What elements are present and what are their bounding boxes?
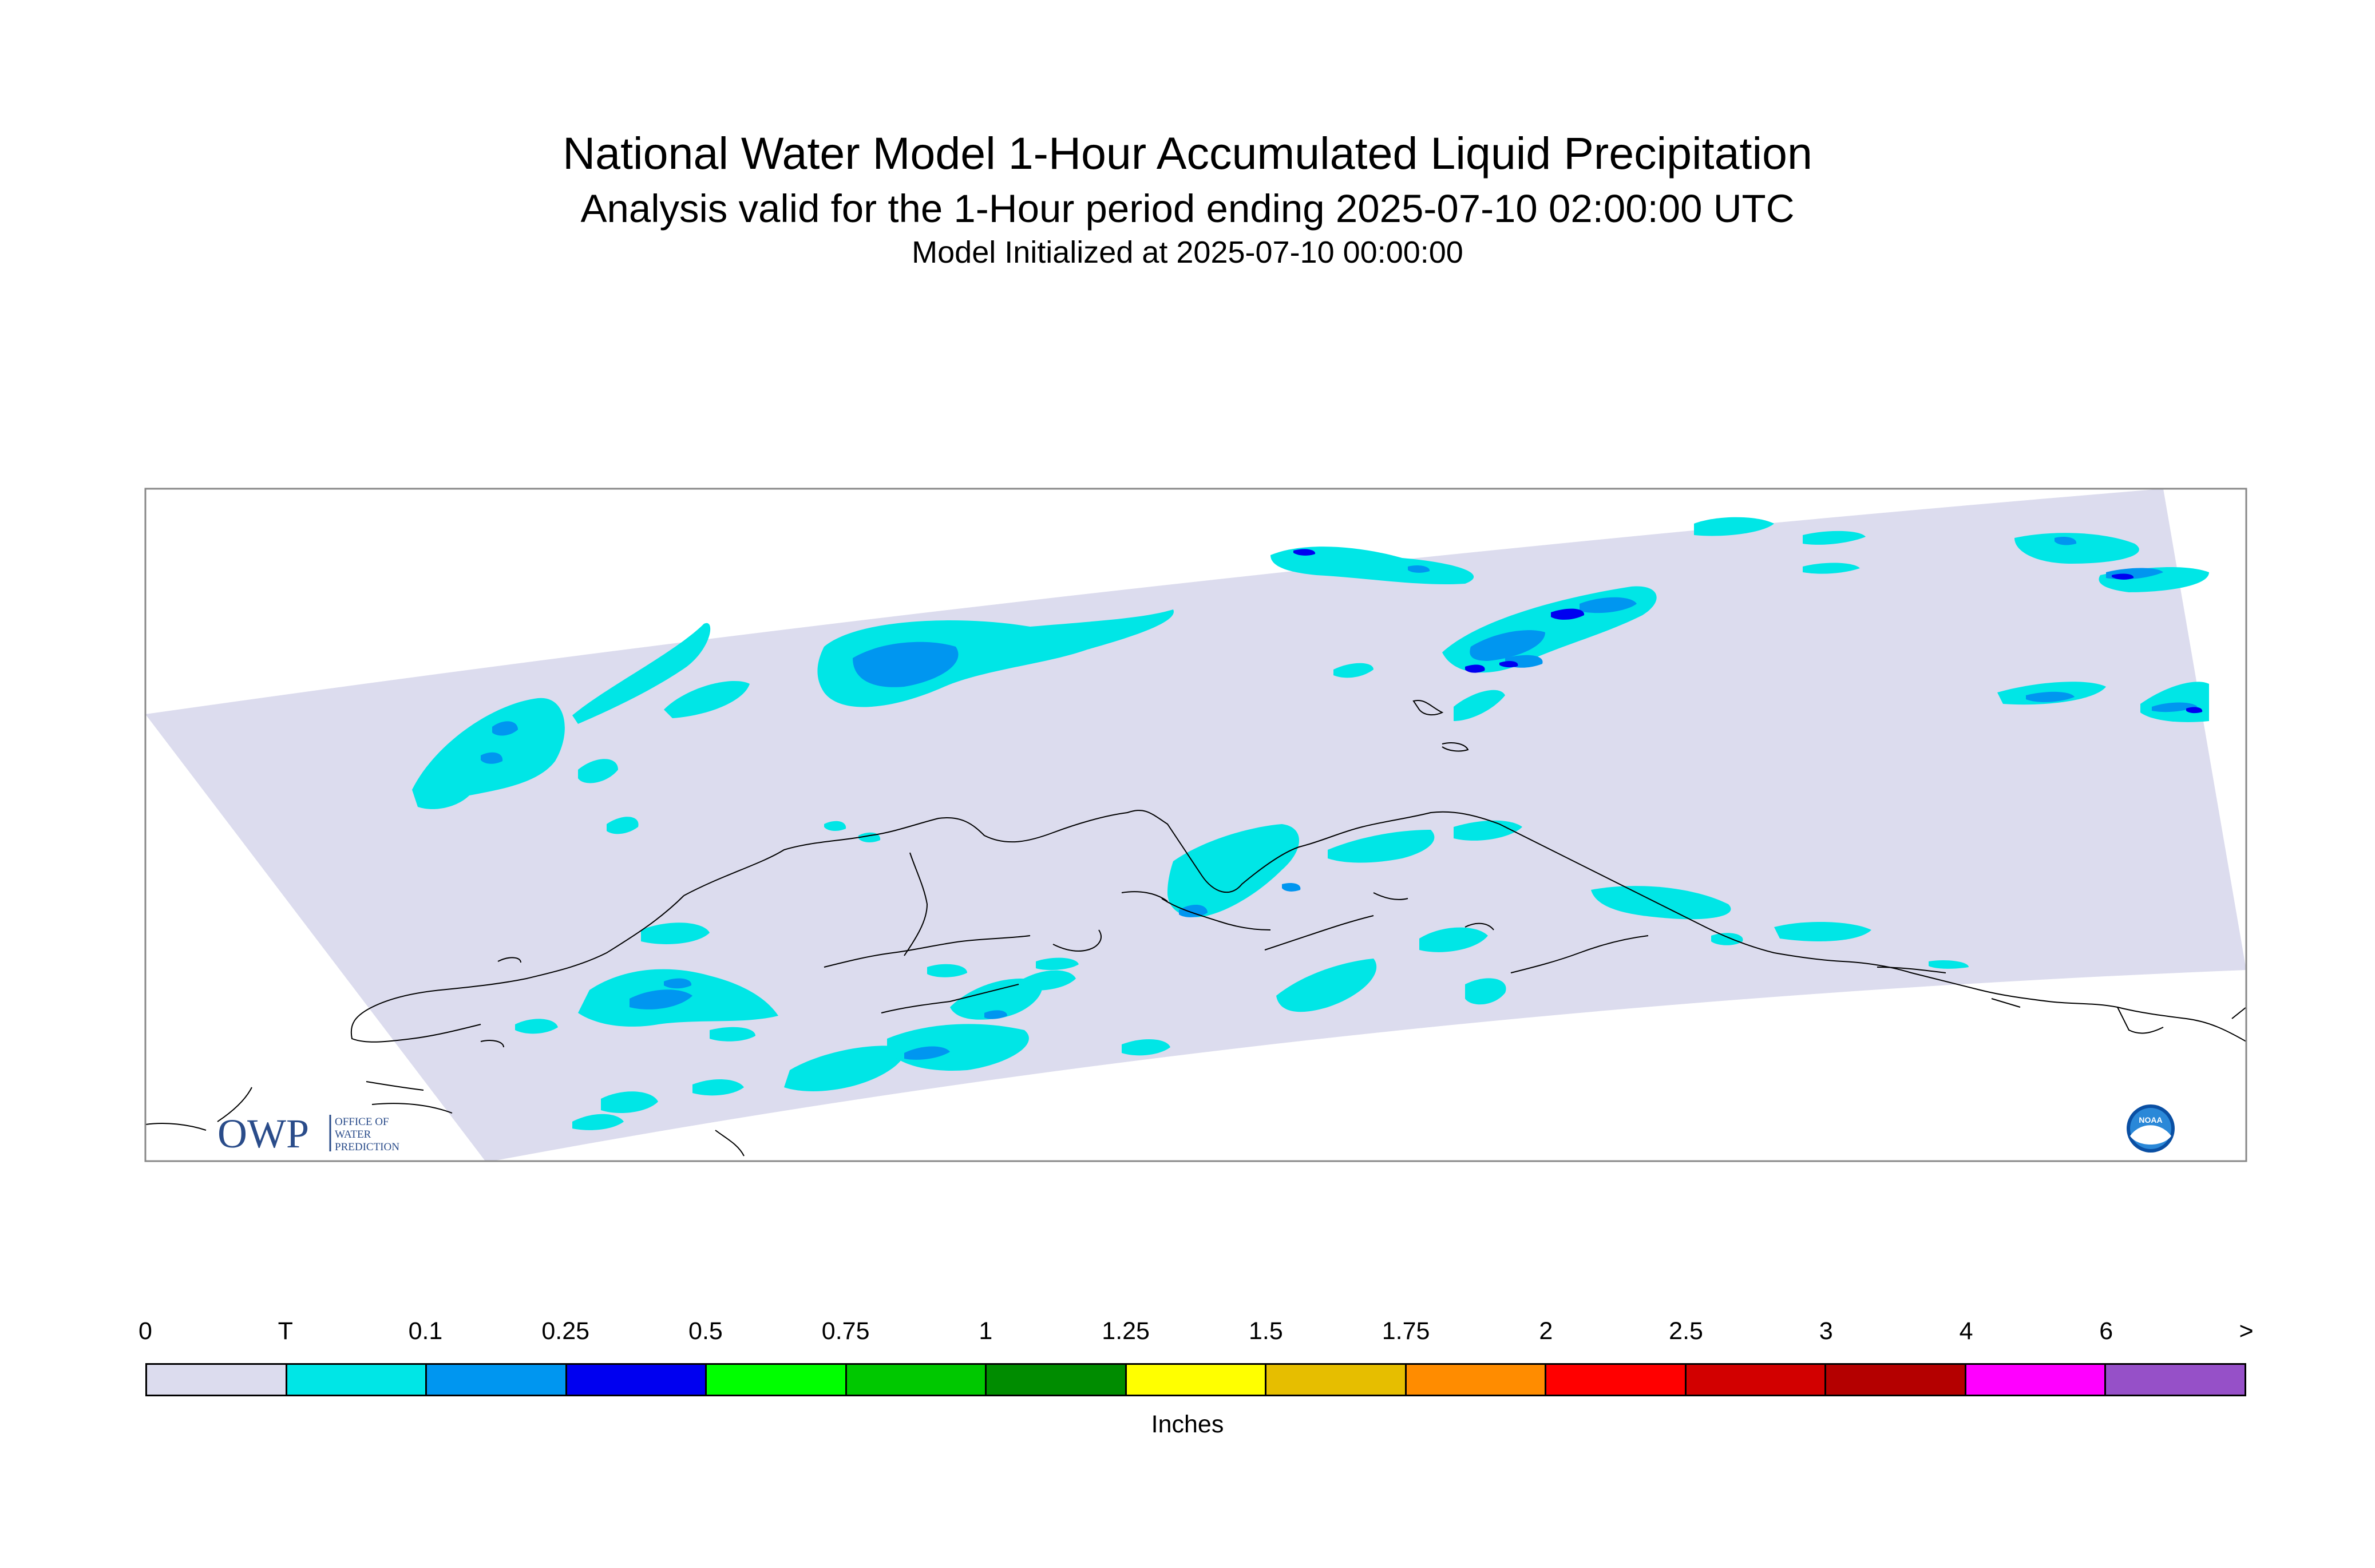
colorbar-tick-label: T <box>278 1317 293 1345</box>
colorbar-tick-label: 0.25 <box>541 1317 590 1345</box>
noaa-logo-mark: NOAA <box>2139 1115 2162 1124</box>
colorbar-segment <box>2106 1365 2245 1395</box>
colorbar-tick-label: > <box>2239 1317 2254 1345</box>
map-title: National Water Model 1-Hour Accumulated … <box>563 128 1812 179</box>
colorbar-tick-label: 1 <box>979 1317 993 1345</box>
owp-logo-mark: OWP <box>217 1111 309 1157</box>
owp-logo-text-3: PREDICTION <box>335 1141 399 1153</box>
colorbar-segment <box>1686 1365 1827 1395</box>
colorbar-tick-label: 0.5 <box>688 1317 723 1345</box>
colorbar-segment <box>1546 1365 1687 1395</box>
colorbar-tick-label: 6 <box>2099 1317 2113 1345</box>
colorbar-tick-label: 0.75 <box>821 1317 870 1345</box>
owp-logo-text-2: WATER <box>335 1129 371 1141</box>
map-subtitle: Analysis valid for the 1-Hour period end… <box>580 187 1795 231</box>
owp-logo-text-1: OFFICE OF <box>335 1116 389 1128</box>
colorbar-tick-label: 0 <box>138 1317 152 1345</box>
colorbar-segment <box>1826 1365 1966 1395</box>
colorbar-segment <box>1966 1365 2107 1395</box>
map-frame <box>144 488 2247 1162</box>
colorbar-segment <box>567 1365 707 1395</box>
model-domain <box>145 489 2246 1161</box>
colorbar-tick-label: 1.5 <box>1248 1317 1283 1345</box>
noaa-logo: NOAA <box>2127 1104 2175 1153</box>
precip-light-areas <box>481 537 2198 1060</box>
colorbar-segment <box>987 1365 1127 1395</box>
colorbar-tick-label: 3 <box>1819 1317 1833 1345</box>
colorbar-segment <box>147 1365 287 1395</box>
colorbar-tick-label: 4 <box>1959 1317 1973 1345</box>
colorbar-units-label: Inches <box>1151 1411 1224 1438</box>
model-init-label: Model Initialized at 2025-07-10 00:00:00 <box>912 235 1463 270</box>
colorbar-segment <box>287 1365 428 1395</box>
colorbar-segment <box>846 1365 987 1395</box>
owp-logo: OWP OFFICE OF WATER PREDICTION <box>217 1111 399 1157</box>
colorbar-tick-label: 2 <box>1539 1317 1553 1345</box>
precip-moderate-areas <box>1293 549 2203 714</box>
colorbar-tick-label: 0.1 <box>408 1317 443 1345</box>
coastlines <box>145 700 2246 1157</box>
colorbar-segment <box>1266 1365 1407 1395</box>
colorbar-segment <box>707 1365 847 1395</box>
colorbar-segment <box>1406 1365 1547 1395</box>
colorbar-tick-label: 2.5 <box>1669 1317 1703 1345</box>
colorbar-tick-label: 1.75 <box>1382 1317 1430 1345</box>
colorbar-segment <box>1126 1365 1267 1395</box>
colorbar <box>145 1363 2246 1396</box>
colorbar-tick-label: 1.25 <box>1102 1317 1150 1345</box>
colorbar-segment <box>427 1365 567 1395</box>
